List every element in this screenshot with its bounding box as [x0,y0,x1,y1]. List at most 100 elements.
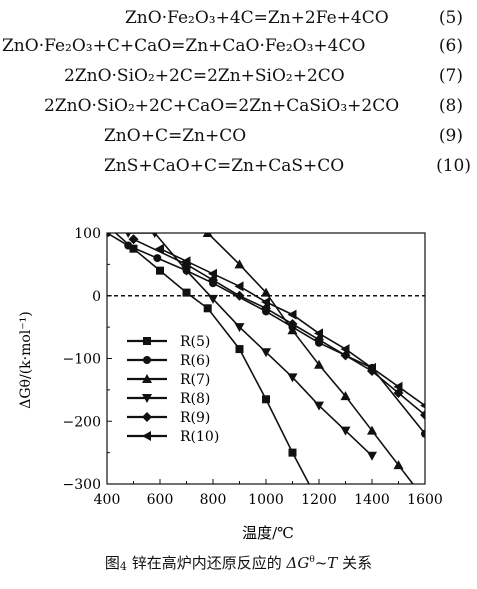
data-point [314,401,324,411]
series-R7 [202,233,414,484]
plot-frame [106,232,426,485]
equation-number: (10) [436,156,471,176]
x-tick-label: 600 [147,492,174,508]
legend-entry: R(10) [127,429,219,445]
data-point [261,297,270,308]
data-point [393,460,404,470]
data-point [261,348,271,358]
legend: R(5) R(6) R(7) R(8) R(9) R(10) [127,334,219,445]
series-R8 [125,233,377,461]
data-point [420,402,425,409]
data-point [182,288,191,297]
data-point [124,241,133,250]
data-point [287,309,297,320]
data-point [155,243,164,254]
legend-label: R(9) [180,410,210,426]
data-point [181,256,191,267]
series-R9 [128,234,425,420]
data-point [208,294,218,304]
legend-label: R(6) [180,353,210,369]
data-point [208,268,217,279]
equation-text: ZnO·Fe₂O₃+C+CaO=Zn+CaO·Fe₂O₃+4CO [2,36,366,56]
legend-marker [143,337,151,345]
data-point [156,266,164,275]
series-line [133,238,425,416]
data-point [393,381,403,392]
equation-row: ZnS+CaO+C=Zn+CaS+CO (10) [0,152,477,182]
data-point [314,334,324,345]
equation-row: 2ZnO·SiO₂+2C=2Zn+SiO₂+2CO (7) [0,62,477,92]
y-axis-label: ΔGθ/(k·mol⁻¹) [18,311,34,408]
legend-label: R(5) [180,334,210,350]
data-point [103,221,111,229]
data-point [367,451,377,461]
legend-marker [142,412,152,422]
data-point [153,254,162,263]
x-tick-label: 1400 [354,492,390,508]
legend-entry: R(7) [127,372,210,388]
legend-entry: R(6) [127,353,210,369]
caption-formula-sup: θ [309,555,315,565]
equation-text: ZnS+CaO+C=Zn+CaS+CO [104,156,345,176]
equation-number: (5) [438,8,463,28]
caption-formula: ΔG [286,554,310,572]
x-tick-label: 800 [200,492,227,508]
data-point [367,362,376,373]
data-point [234,281,244,292]
legend-marker [143,356,151,364]
equation-text: ZnO+C=Zn+CO [104,126,247,146]
data-point [287,325,298,335]
data-point [202,233,213,237]
x-tick-label: 1200 [301,492,337,508]
caption-suffix: 关系 [342,554,373,572]
legend-marker [142,374,152,383]
series-line [107,233,425,435]
series-R6 [107,233,425,438]
caption-prefix: 图 [104,554,120,572]
data-point [367,366,377,377]
legend-marker [142,431,151,441]
y-tick-label: 100 [74,226,101,242]
legend-entry: R(5) [127,334,210,350]
data-point [340,350,351,361]
data-point [288,448,297,457]
x-tick-label: 1000 [248,492,284,508]
x-axis-label: 温度/℃ [242,524,294,542]
x-tick-label: 400 [94,492,121,508]
equation-text: 2ZnO·SiO₂+2C=2Zn+SiO₂+2CO [64,66,345,86]
series-layer [103,221,425,484]
legend-marker [142,394,152,403]
series-line [114,233,310,484]
data-point [234,323,245,333]
data-point [107,233,111,237]
series-line [128,233,373,457]
x-tick-label: 1600 [407,492,443,508]
caption-formula-rest: ~T [314,554,338,572]
data-point [262,395,270,404]
data-point [128,234,139,245]
y-tick-label: −200 [63,414,101,430]
data-point [181,266,192,276]
data-point [234,290,245,301]
equation-number: (8) [438,96,463,116]
data-point [287,318,298,329]
data-point [421,429,425,438]
equation-number: (7) [438,66,463,86]
y-tick-label: −100 [63,352,101,368]
caption-number: 4 [119,560,127,573]
y-tick-label: 0 [92,289,101,305]
data-point [340,391,351,401]
data-point [314,359,324,369]
legend-label: R(8) [180,391,210,407]
data-point [314,328,323,339]
data-point [340,426,351,436]
data-point [340,344,350,355]
data-point [151,233,158,238]
data-point [261,303,271,314]
legend-entry: R(8) [127,391,210,407]
equation-text: ZnO·Fe₂O₃+4C=Zn+2Fe+4CO [125,8,389,28]
data-point [287,373,298,383]
caption-text: 锌在高炉内还原反应的 [131,554,282,572]
equation-number: (9) [438,126,463,146]
figure-caption: 图4 锌在高炉内还原反应的 ΔGθ~T 关系 [0,552,477,573]
